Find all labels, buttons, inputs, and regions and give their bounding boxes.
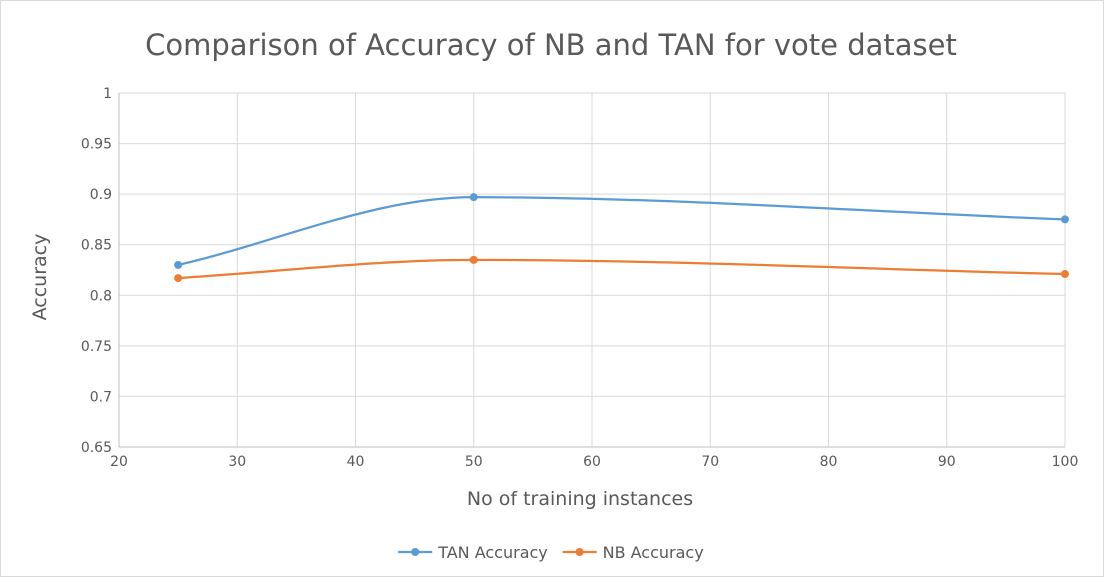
legend-marker (575, 548, 584, 556)
legend-marker (411, 548, 420, 556)
y-tick-label: 0.95 (81, 137, 112, 153)
series (174, 193, 1069, 283)
x-tick-label: 90 (938, 454, 956, 470)
x-tick-label: 100 (1052, 454, 1079, 470)
gridlines (119, 92, 1066, 447)
data-point (469, 193, 478, 202)
series-0 (174, 193, 1069, 269)
series-line (177, 196, 1066, 267)
legend: TAN Accuracy NB Accuracy (398, 543, 704, 562)
legend-label: TAN Accuracy (437, 543, 548, 562)
x-tick-label: 30 (228, 454, 246, 470)
data-point (469, 255, 478, 264)
y-tick-label: 0.75 (81, 339, 112, 355)
data-point (1061, 215, 1069, 224)
legend-item: TAN Accuracy (398, 543, 548, 562)
x-tick-label: 80 (820, 454, 838, 470)
chart-title: Comparison of Accuracy of NB and TAN for… (145, 28, 957, 62)
series-line (178, 258, 1066, 280)
x-tick-label: 40 (347, 454, 365, 470)
y-tick-label: 0.9 (90, 187, 112, 203)
y-tick-label: 1 (103, 86, 112, 102)
y-axis-title: Accuracy (29, 234, 51, 321)
y-tick-label: 0.7 (90, 389, 112, 405)
x-axis-title: No of training instances (467, 488, 693, 510)
legend-label: NB Accuracy (603, 543, 704, 562)
x-tick-label: 60 (583, 454, 601, 470)
y-tick-label: 0.8 (90, 288, 112, 304)
x-tick-label: 50 (465, 454, 483, 470)
legend-item: NB Accuracy (562, 543, 704, 562)
y-tick-label: 0.65 (81, 440, 112, 456)
data-point (1061, 270, 1069, 279)
series-1 (174, 255, 1069, 283)
data-point (174, 260, 183, 269)
x-tick-label: 20 (110, 454, 128, 470)
axes: 20 30 40 50 60 70 80 90 100 0.65 0.7 0.75 0.8 0.85 0.9… (81, 86, 1079, 470)
x-tick-label: 70 (701, 454, 719, 470)
data-point (174, 274, 183, 283)
y-tick-label: 0.85 (81, 238, 112, 254)
